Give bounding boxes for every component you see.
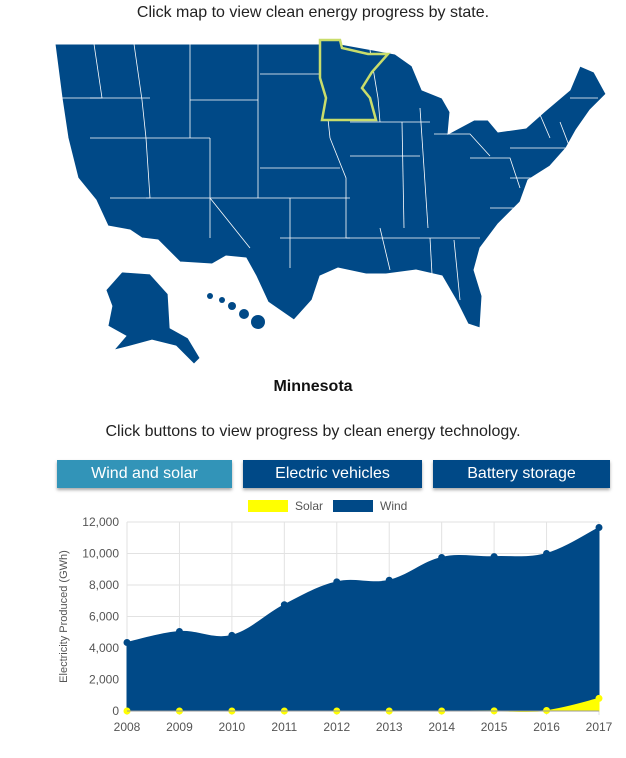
y-tick-label: 12,000 — [82, 515, 119, 529]
point-solar-2017[interactable] — [595, 694, 603, 702]
point-wind-2011[interactable] — [280, 601, 288, 609]
energy-chart: 0 2,000 4,000 6,000 8,000 10,000 12,000 2008 200… — [58, 499, 613, 734]
state-border — [537, 109, 551, 139]
wind-and-solar-button[interactable]: Wind and solar — [57, 460, 232, 488]
chart-legend[interactable]: Solar Wind — [248, 499, 407, 513]
y-tick-label: 6,000 — [89, 610, 119, 624]
y-tick-label: 10,000 — [82, 547, 119, 561]
point-wind-2014[interactable] — [438, 553, 446, 561]
y-tick-label: 4,000 — [89, 641, 119, 655]
us-map[interactable] — [50, 38, 610, 368]
state-hawaii[interactable] — [239, 309, 249, 319]
tech-instruction: Click buttons to view progress by clean … — [105, 423, 521, 440]
point-wind-2012[interactable] — [333, 578, 341, 586]
x-tick-label: 2016 — [533, 720, 560, 734]
state-border — [329, 137, 347, 238]
map-instruction: Click map to view clean energy progress … — [136, 4, 490, 21]
legend-swatch-solar[interactable] — [248, 500, 288, 512]
x-tick-label: 2011 — [271, 720, 297, 734]
state-hawaii[interactable] — [251, 315, 265, 329]
state-border — [453, 239, 461, 301]
x-tick-label: 2010 — [219, 720, 246, 734]
x-tick-label: 2015 — [481, 720, 508, 734]
selected-state-name: Minnesota — [273, 378, 353, 395]
state-border — [110, 137, 151, 199]
y-tick-label: 0 — [112, 704, 119, 718]
state-border — [401, 121, 405, 229]
legend-swatch-wind[interactable] — [333, 500, 373, 512]
y-axis-label: Electricity Produced (GWh) — [58, 550, 70, 683]
state-border — [434, 133, 491, 157]
legend-label-solar[interactable]: Solar — [295, 499, 323, 513]
point-wind-2009[interactable] — [175, 627, 183, 635]
state-hawaii[interactable] — [219, 297, 225, 303]
electric-vehicles-button[interactable]: Electric vehicles — [243, 460, 422, 488]
chart-axes: 0 2,000 4,000 6,000 8,000 10,000 12,000 2008 200… — [58, 515, 613, 734]
x-tick-label: 2009 — [166, 720, 193, 734]
state-border — [209, 197, 251, 249]
x-tick-label: 2014 — [428, 720, 455, 734]
battery-storage-button[interactable]: Battery storage — [433, 460, 610, 488]
x-tick-label: 2008 — [114, 720, 141, 734]
state-border — [379, 227, 391, 271]
point-wind-2016[interactable] — [543, 550, 551, 557]
point-wind-2017[interactable] — [595, 524, 603, 532]
x-tick-label: 2012 — [323, 720, 350, 734]
x-tick-label: 2017 — [586, 720, 613, 734]
chart-series — [123, 524, 603, 715]
point-wind-2015[interactable] — [490, 553, 498, 561]
state-border — [559, 121, 571, 149]
states-layer[interactable] — [54, 38, 607, 365]
state-hawaii[interactable] — [207, 293, 213, 299]
state-alaska[interactable] — [105, 271, 201, 365]
y-tick-label: 2,000 — [89, 673, 119, 687]
point-wind-2013[interactable] — [385, 576, 393, 584]
state-border — [133, 43, 147, 139]
point-wind-2008[interactable] — [123, 638, 131, 646]
state-border — [429, 237, 433, 275]
state-hawaii[interactable] — [228, 302, 236, 310]
point-wind-2010[interactable] — [228, 631, 236, 639]
state-minnesota[interactable] — [318, 38, 391, 122]
series-area-wind — [126, 526, 600, 712]
x-tick-label: 2013 — [376, 720, 403, 734]
y-tick-label: 8,000 — [89, 578, 119, 592]
state-border — [419, 107, 429, 229]
legend-label-wind[interactable]: Wind — [380, 499, 407, 513]
